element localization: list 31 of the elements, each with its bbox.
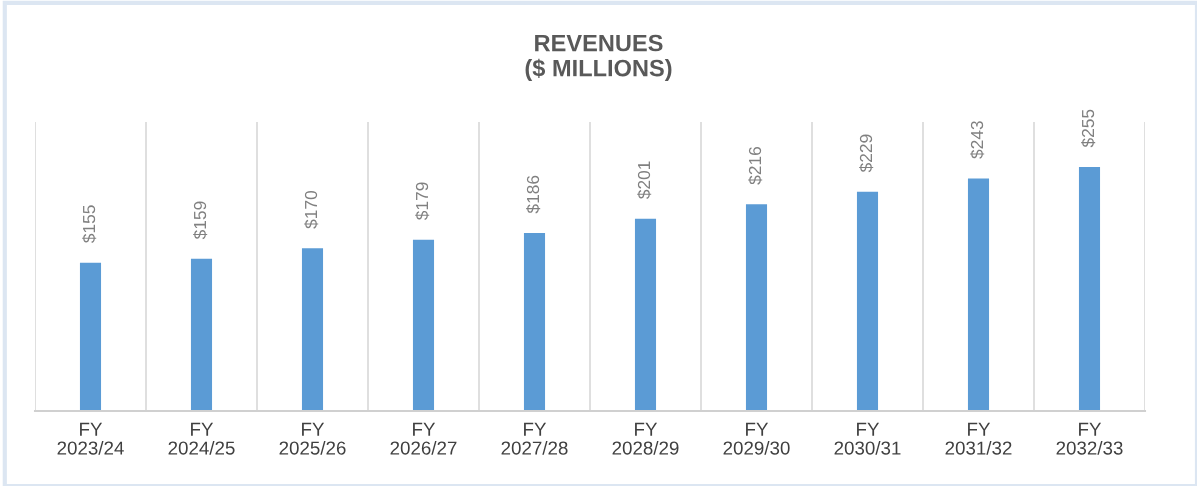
x-tick-label: FY 2032/33 (1056, 422, 1123, 455)
data-label: $201 (637, 161, 652, 200)
bar (412, 239, 435, 411)
bar (79, 262, 102, 411)
x-tick-label: FY 2025/26 (279, 422, 346, 455)
data-label: $229 (859, 134, 874, 173)
data-label: $186 (526, 175, 541, 214)
bar (967, 178, 990, 411)
bar (301, 248, 324, 411)
x-tick-label: FY 2030/31 (834, 422, 901, 455)
x-tick-label: FY 2031/32 (945, 422, 1012, 455)
x-tick-label: FY 2029/30 (723, 422, 790, 455)
x-tick-label: FY 2024/25 (168, 422, 235, 455)
bar (523, 233, 546, 411)
data-label: $155 (82, 205, 97, 244)
data-label: $243 (970, 121, 985, 159)
data-label: $170 (304, 190, 319, 229)
bar (634, 218, 657, 411)
bar (745, 204, 768, 411)
bar (856, 191, 879, 411)
bar (1078, 166, 1101, 411)
x-tick-label: FY 2027/28 (501, 422, 568, 455)
x-tick-label: FY 2023/24 (57, 422, 124, 455)
data-label: $179 (415, 182, 430, 221)
chart-title: REVENUES ($ MILLIONS) (525, 34, 672, 82)
data-label: $159 (193, 201, 208, 240)
bar (190, 258, 213, 411)
data-label: $216 (748, 147, 763, 185)
x-tick-label: FY 2026/27 (390, 422, 457, 455)
data-label: $255 (1081, 109, 1096, 148)
x-tick-label: FY 2028/29 (612, 422, 679, 455)
